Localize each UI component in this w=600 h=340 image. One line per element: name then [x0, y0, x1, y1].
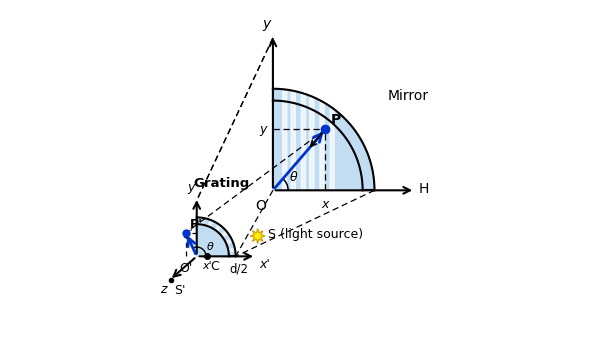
Polygon shape [283, 89, 287, 190]
Polygon shape [250, 228, 265, 243]
Text: x': x' [259, 258, 270, 271]
Text: $\theta$: $\theta$ [289, 170, 299, 184]
Text: z: z [160, 284, 166, 296]
Text: P': P' [190, 218, 203, 231]
Text: O: O [255, 199, 266, 213]
Text: H: H [419, 182, 429, 195]
Polygon shape [291, 90, 295, 190]
Text: P: P [331, 113, 341, 127]
Polygon shape [330, 106, 334, 190]
Polygon shape [273, 89, 374, 190]
Text: x: x [322, 198, 329, 211]
Polygon shape [301, 93, 305, 190]
Text: S': S' [174, 284, 185, 297]
Text: S (light source): S (light source) [268, 228, 363, 241]
Polygon shape [320, 100, 324, 190]
Text: y: y [259, 123, 267, 136]
Text: d/2: d/2 [230, 262, 248, 275]
Polygon shape [310, 96, 314, 190]
Text: Grating: Grating [193, 177, 250, 190]
Text: x': x' [202, 261, 212, 271]
Polygon shape [197, 217, 236, 256]
Text: $\theta$: $\theta$ [206, 240, 215, 252]
Text: y': y' [187, 181, 198, 194]
Text: y': y' [183, 228, 193, 238]
Text: C: C [210, 260, 219, 273]
Text: y: y [263, 17, 271, 31]
Text: Mirror: Mirror [388, 88, 429, 102]
Text: O': O' [179, 262, 193, 275]
